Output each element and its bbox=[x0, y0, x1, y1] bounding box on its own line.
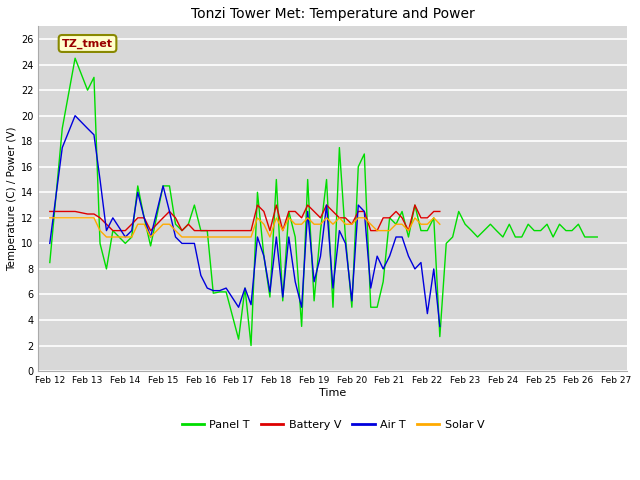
Battery V bbox=[84, 211, 92, 217]
Solar V bbox=[329, 221, 337, 227]
Line: Battery V: Battery V bbox=[50, 205, 440, 230]
Panel T bbox=[71, 55, 79, 61]
Battery V bbox=[109, 228, 116, 233]
Battery V bbox=[71, 209, 79, 215]
Battery V bbox=[342, 215, 349, 221]
Panel T bbox=[247, 343, 255, 348]
Panel T bbox=[593, 234, 601, 240]
X-axis label: Time: Time bbox=[319, 388, 347, 398]
Line: Solar V: Solar V bbox=[50, 218, 440, 237]
Panel T bbox=[493, 228, 500, 233]
Solar V bbox=[102, 234, 110, 240]
Air T bbox=[241, 285, 249, 291]
Title: Tonzi Tower Met: Temperature and Power: Tonzi Tower Met: Temperature and Power bbox=[191, 7, 475, 21]
Solar V bbox=[335, 215, 343, 221]
Air T bbox=[90, 132, 98, 138]
Battery V bbox=[46, 209, 54, 215]
Air T bbox=[178, 240, 186, 246]
Air T bbox=[329, 285, 337, 291]
Panel T bbox=[335, 145, 343, 151]
Battery V bbox=[335, 215, 343, 221]
Battery V bbox=[178, 228, 186, 233]
Air T bbox=[46, 240, 54, 246]
Battery V bbox=[253, 202, 261, 208]
Panel T bbox=[46, 260, 54, 265]
Y-axis label: Temperature (C) / Power (V): Temperature (C) / Power (V) bbox=[7, 126, 17, 271]
Line: Panel T: Panel T bbox=[50, 58, 597, 346]
Panel T bbox=[235, 336, 243, 342]
Air T bbox=[335, 228, 343, 233]
Solar V bbox=[178, 234, 186, 240]
Panel T bbox=[506, 221, 513, 227]
Panel T bbox=[222, 289, 230, 295]
Text: TZ_tmet: TZ_tmet bbox=[62, 38, 113, 48]
Air T bbox=[84, 126, 92, 132]
Solar V bbox=[46, 215, 54, 221]
Battery V bbox=[436, 209, 444, 215]
Solar V bbox=[241, 234, 249, 240]
Line: Air T: Air T bbox=[50, 116, 440, 326]
Solar V bbox=[84, 215, 92, 221]
Battery V bbox=[241, 228, 249, 233]
Panel T bbox=[204, 228, 211, 233]
Legend: Panel T, Battery V, Air T, Solar V: Panel T, Battery V, Air T, Solar V bbox=[177, 416, 489, 434]
Solar V bbox=[71, 215, 79, 221]
Solar V bbox=[436, 221, 444, 227]
Air T bbox=[436, 324, 444, 329]
Air T bbox=[71, 113, 79, 119]
